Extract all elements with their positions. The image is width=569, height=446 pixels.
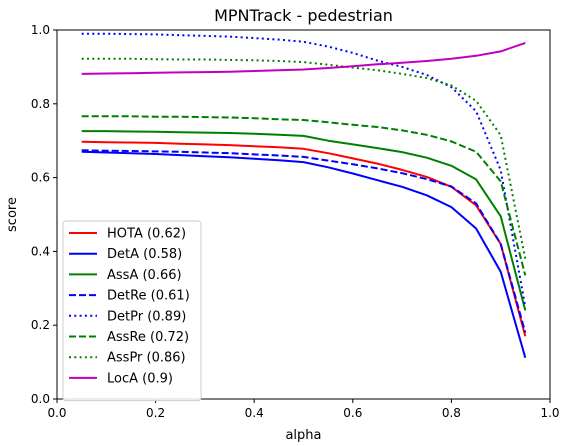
series-line-assre — [81, 115, 527, 276]
legend-label-loca: LocA (0.9) — [107, 371, 173, 386]
plot-area — [81, 32, 527, 358]
legend-box — [62, 220, 202, 402]
series-line-detpr — [81, 32, 527, 307]
y-tick-label: 1.0 — [31, 23, 50, 37]
y-tick-label: 0.4 — [31, 244, 50, 258]
legend-label-assa: AssA (0.66) — [107, 268, 182, 283]
y-tick-label: 0.8 — [31, 97, 50, 111]
plot-frame — [56, 29, 551, 400]
legend-label-assre: AssRe (0.72) — [107, 330, 189, 345]
x-tick-label: 0.4 — [245, 406, 264, 420]
series-line-assa — [81, 130, 527, 311]
series-line-loca — [81, 41, 526, 75]
y-tick-label: 0.2 — [31, 318, 50, 332]
x-axis-label: alpha — [285, 428, 321, 443]
series-line-detre — [81, 149, 527, 333]
y-axis-label: score — [5, 197, 20, 232]
chart-title: MPNTrack - pedestrian — [214, 6, 393, 25]
x-tick-label: 0.0 — [47, 406, 66, 420]
x-tick-label: 0.6 — [343, 406, 362, 420]
series-line-deta — [81, 150, 527, 358]
series-line-asspr — [81, 57, 527, 259]
legend: HOTA (0.62) DetA (0.58) AssA (0.66) DetRe (… — [62, 220, 202, 402]
legend-label-hota: HOTA (0.62) — [107, 227, 186, 242]
y-tick-label: 0.6 — [31, 171, 50, 185]
x-tick-label: 0.8 — [442, 406, 461, 420]
x-tick-label: 0.2 — [146, 406, 165, 420]
legend-label-asspr: AssPr (0.86) — [107, 351, 186, 366]
legend-label-detre: DetRe (0.61) — [107, 289, 190, 304]
legend-label-deta: DetA (0.58) — [107, 247, 182, 262]
y-axis: 0.0 0.2 0.4 0.6 0.8 1.0 — [31, 23, 57, 406]
x-axis: 0.0 0.2 0.4 0.6 0.8 1.0 — [47, 399, 560, 420]
legend-label-detpr: DetPr (0.89) — [107, 309, 186, 324]
x-tick-label: 1.0 — [540, 406, 559, 420]
y-tick-label: 0.0 — [31, 392, 50, 406]
